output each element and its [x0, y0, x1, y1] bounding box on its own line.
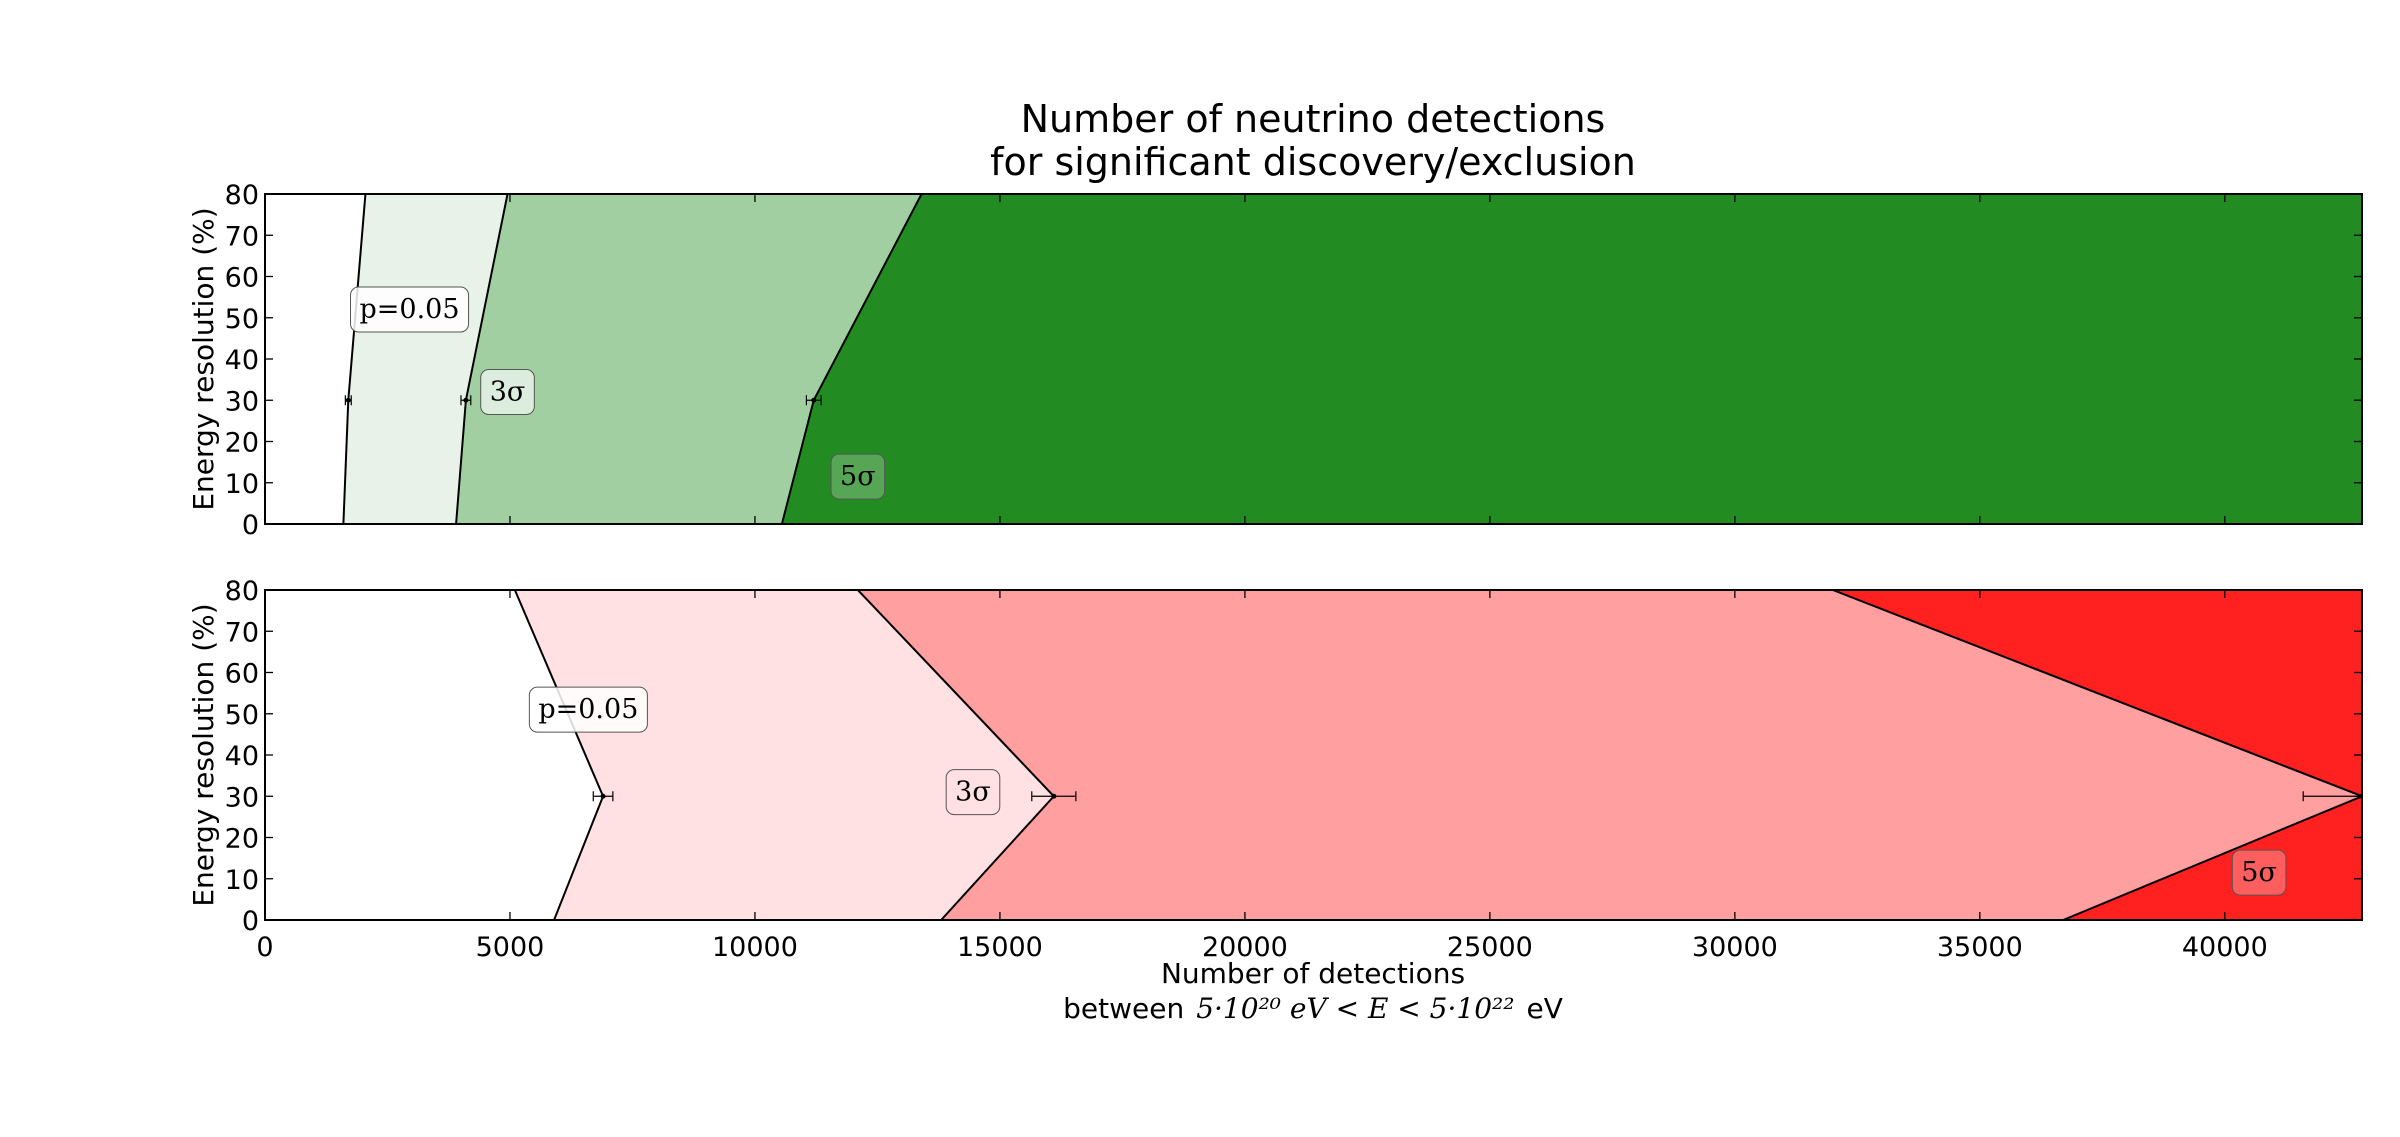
region-p005 [514, 590, 1054, 920]
exclusion-panel: p=0.05 3σ 5σ 0 5000 10000 15000 20000 25000 30000… [187, 576, 2363, 963]
region-label-box [480, 369, 535, 415]
region-label: p=0.05 [528, 686, 648, 733]
region-label-text: 5σ [2241, 857, 2277, 888]
data-point [1051, 793, 1057, 799]
y-tick-label: 20 [225, 824, 259, 855]
region-label-text: p=0.05 [360, 294, 460, 325]
plot-area [265, 194, 2362, 524]
y-tick-label: 10 [225, 865, 259, 896]
x-axis-label-suffix: eV [1526, 992, 1562, 1025]
boundary-5sigma [1832, 590, 2362, 920]
data-point [345, 397, 351, 403]
y-tick-label: 30 [225, 386, 259, 417]
y-tick-label: 40 [225, 345, 259, 376]
figure-title-line2: for significant discovery/exclusion [990, 140, 1636, 184]
y-tick-label: 80 [225, 180, 259, 211]
x-tick-label: 30000 [1692, 932, 1778, 963]
data-point [600, 793, 606, 799]
x-axis-label: Number of detections [1161, 957, 1465, 990]
x-tick-label: 25000 [1447, 932, 1533, 963]
region-label: 5σ [2231, 849, 2287, 896]
y-tick-label: 30 [225, 782, 259, 813]
error-bar [2302, 791, 2362, 802]
region-label-box [528, 686, 648, 733]
figure-title-line1: Number of neutrino detections [1021, 97, 1606, 141]
y-tick-label: 70 [225, 617, 259, 648]
x-axis-label-line2: between 5·10²⁰ eV < E < 5·10²² eV [1063, 992, 1563, 1025]
region-label-box [350, 286, 470, 333]
region-label-text: p=0.05 [538, 694, 638, 725]
y-tick-label: 50 [225, 700, 259, 731]
y-tick-label: 20 [225, 428, 259, 459]
region-5sigma [1832, 590, 2362, 920]
region-label-box [2231, 849, 2287, 896]
y-tick-label: 10 [225, 469, 259, 500]
y-tick-label: 80 [225, 576, 259, 607]
x-axis-label-math: 5·10²⁰ eV < E < 5·10²² [1196, 992, 1514, 1025]
y-tick-label: 0 [242, 906, 259, 937]
region-label: 5σ [830, 453, 886, 500]
region-label: 3σ [480, 369, 535, 415]
y-tick-label: 60 [225, 659, 259, 690]
x-tick-label: 10000 [712, 932, 798, 963]
region-label: p=0.05 [350, 286, 470, 333]
y-tick-label: 60 [225, 263, 259, 294]
data-point [811, 397, 817, 403]
x-tick-label: 0 [256, 932, 273, 963]
region-5sigma [781, 194, 2362, 524]
region-label: 3σ [945, 769, 1001, 816]
region-label-box [945, 769, 1001, 816]
x-tick-label: 15000 [957, 932, 1043, 963]
y-axis-label: Energy resolution (%) [187, 603, 220, 906]
y-tick-label: 40 [225, 741, 259, 772]
region-3sigma [456, 194, 922, 524]
data-point [463, 397, 469, 403]
plot-area [265, 590, 2362, 920]
region-label-text: 3σ [955, 777, 991, 808]
region-label-box [830, 453, 886, 500]
x-tick-label: 5000 [476, 932, 545, 963]
region-label-text: 5σ [840, 461, 876, 492]
y-axis-label: Energy resolution (%) [187, 207, 220, 510]
x-tick-label: 20000 [1202, 932, 1288, 963]
x-axis-label-prefix: between [1063, 992, 1184, 1025]
region-label-text: 3σ [490, 377, 526, 408]
region-p005 [343, 194, 508, 524]
y-tick-label: 70 [225, 221, 259, 252]
region-3sigma [857, 590, 2362, 920]
y-tick-label: 0 [242, 510, 259, 541]
y-tick-label: 50 [225, 304, 259, 335]
x-tick-label: 40000 [2182, 932, 2268, 963]
x-tick-label: 35000 [1937, 932, 2023, 963]
